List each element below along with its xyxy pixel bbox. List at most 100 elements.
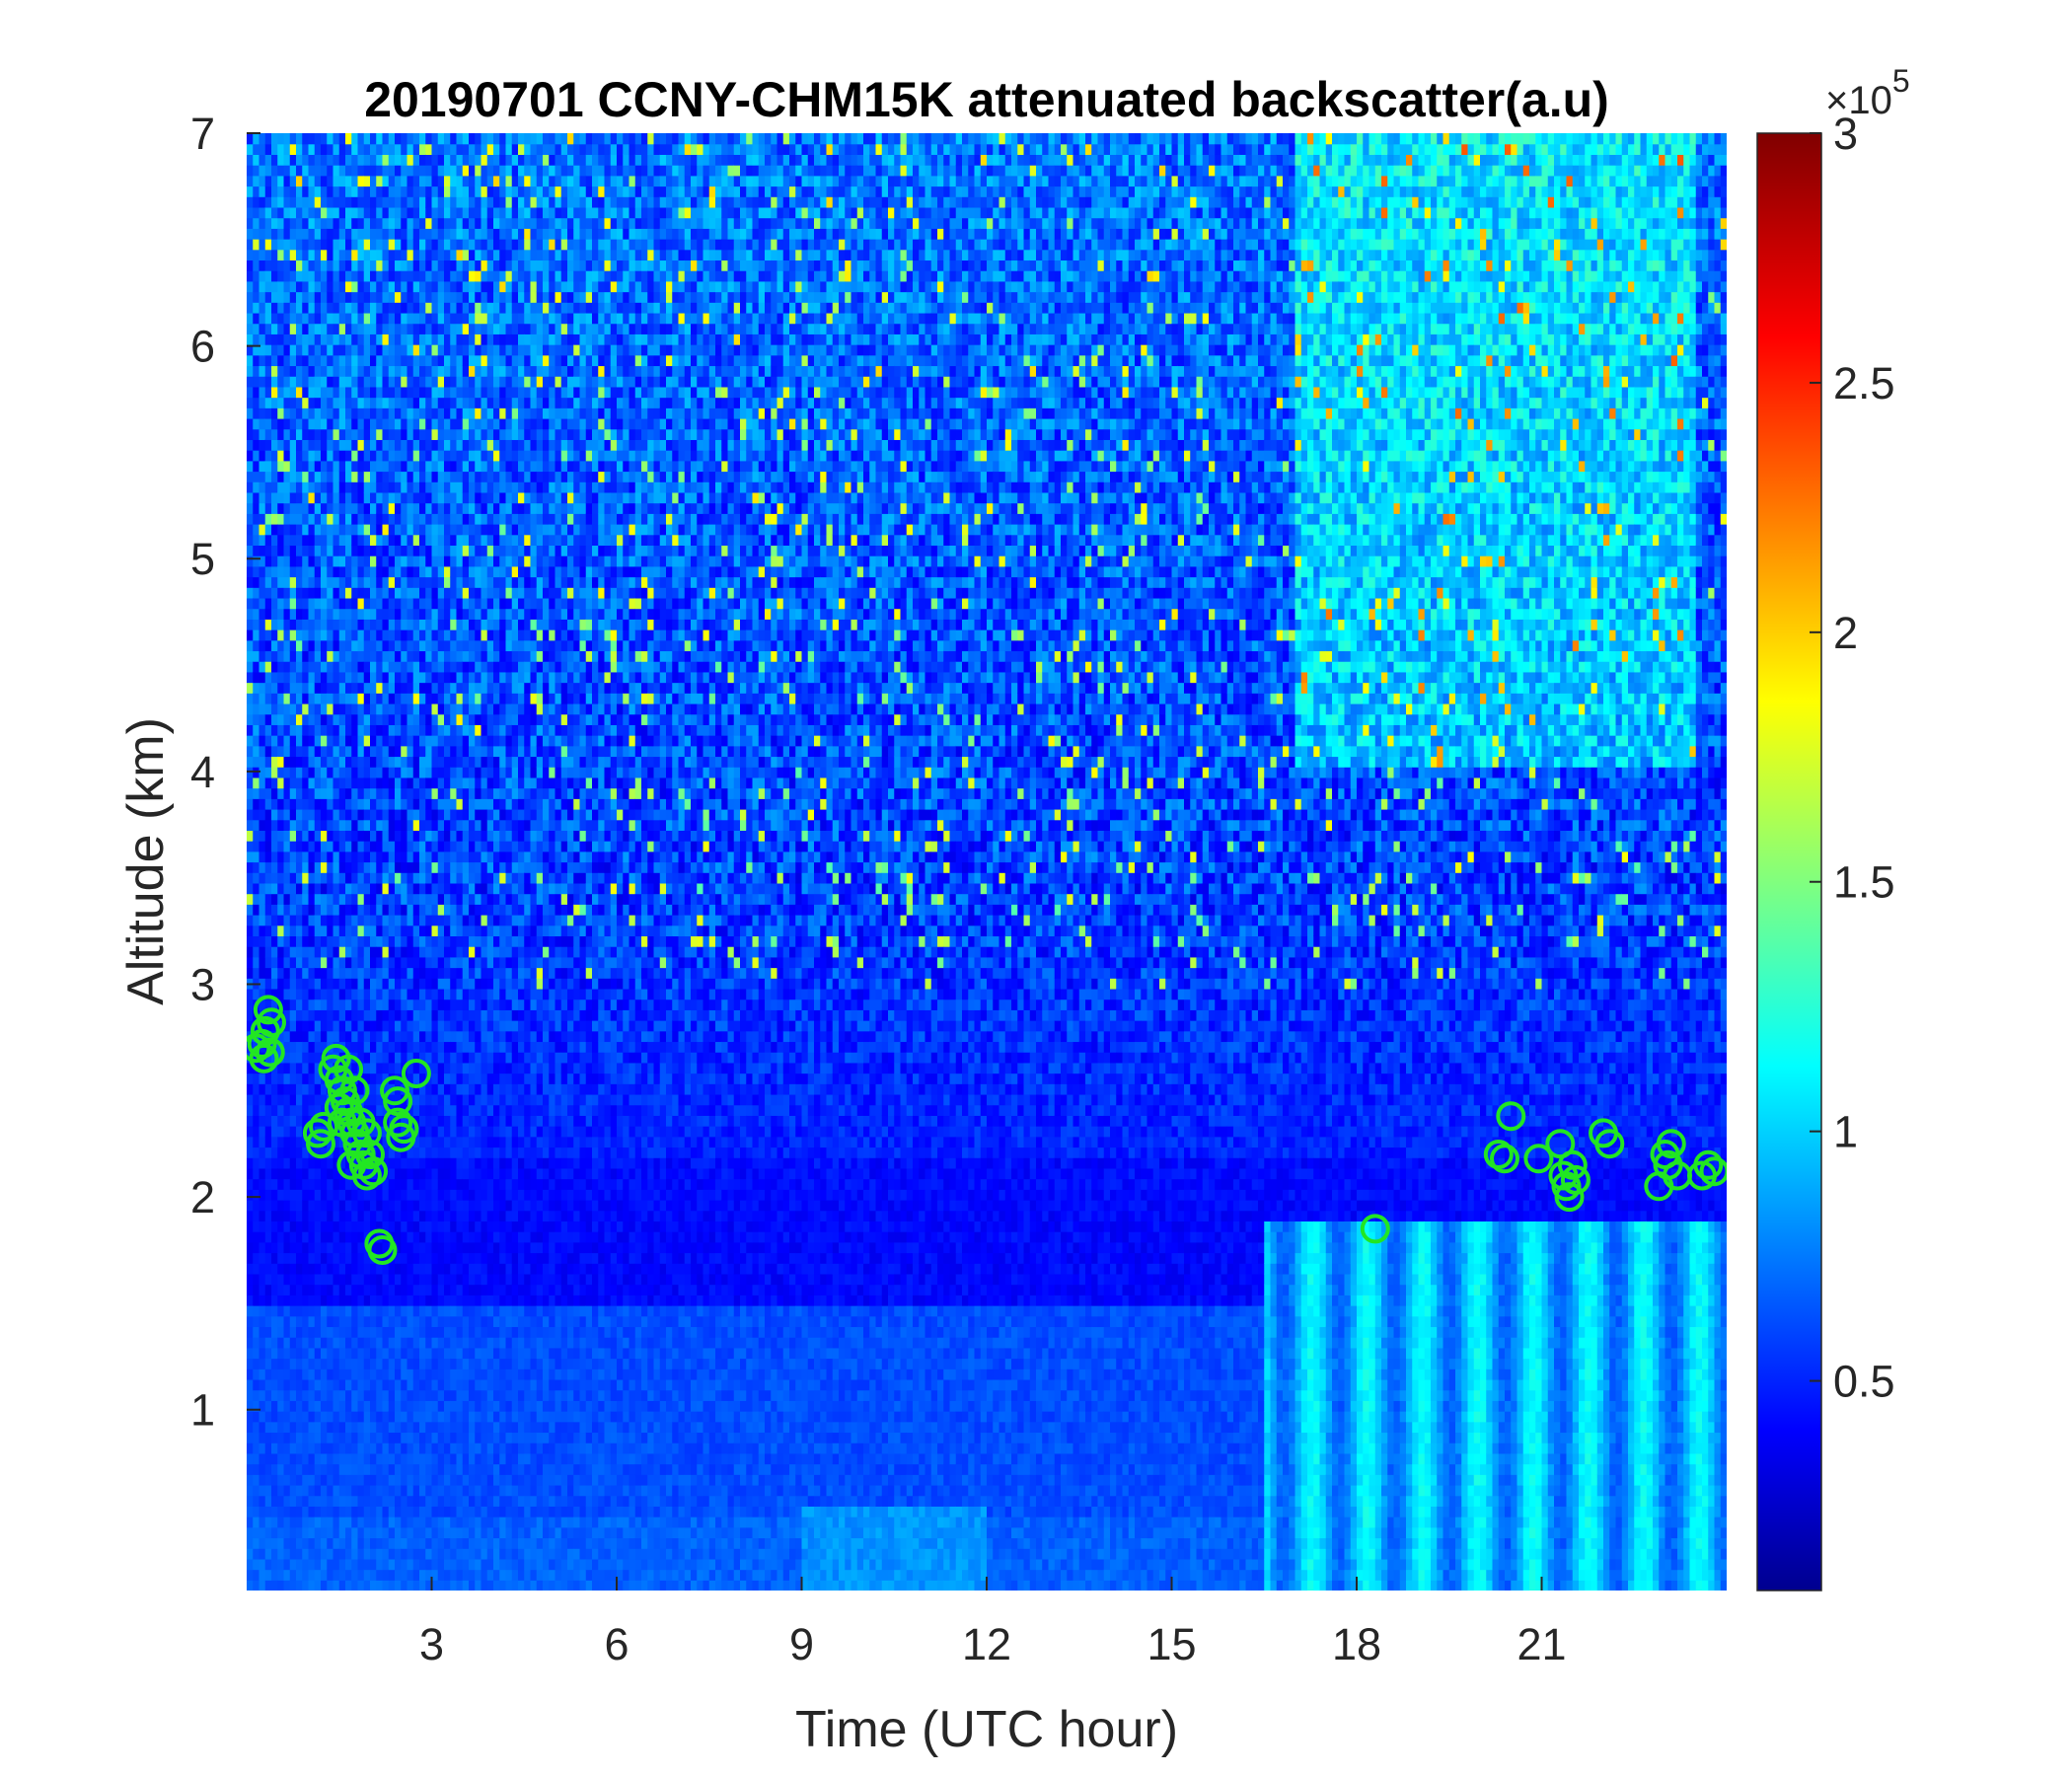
heatmap-cell xyxy=(419,218,426,229)
heatmap-cell xyxy=(265,450,272,461)
heatmap-cell xyxy=(370,577,377,588)
heatmap-cell xyxy=(321,883,328,894)
heatmap-cell xyxy=(302,270,309,281)
heatmap-cell xyxy=(395,481,402,492)
heatmap-cell xyxy=(327,788,333,799)
heatmap-cell xyxy=(296,830,303,841)
heatmap-cell xyxy=(425,587,432,598)
heatmap-cell xyxy=(358,830,365,841)
heatmap-cell xyxy=(333,207,340,218)
heatmap-cell xyxy=(333,1548,340,1559)
heatmap-cell xyxy=(419,577,426,588)
heatmap-cell xyxy=(358,1379,365,1390)
heatmap-cell xyxy=(351,355,358,366)
heatmap-cell xyxy=(425,957,432,968)
heatmap-cell xyxy=(450,629,457,640)
heatmap-cell xyxy=(259,1537,266,1548)
heatmap-cell xyxy=(321,324,328,334)
heatmap-cell xyxy=(290,524,297,535)
heatmap-cell xyxy=(351,798,358,809)
heatmap-cell xyxy=(309,978,316,989)
heatmap-cell xyxy=(376,1559,383,1570)
heatmap-cell xyxy=(265,1559,272,1570)
heatmap-cell xyxy=(444,524,451,535)
heatmap-cell xyxy=(364,1485,371,1496)
heatmap-cell xyxy=(364,946,371,957)
heatmap-cell xyxy=(364,407,371,418)
heatmap-cell xyxy=(309,492,316,503)
heatmap-cell xyxy=(253,714,259,725)
heatmap-cell xyxy=(265,1517,272,1527)
heatmap-cell xyxy=(345,915,352,925)
heatmap-cell xyxy=(277,915,284,925)
heatmap-cell xyxy=(302,228,309,239)
heatmap-cell xyxy=(253,830,259,841)
heatmap-cell xyxy=(259,302,266,313)
heatmap-cell xyxy=(253,756,259,767)
heatmap-cell xyxy=(389,1559,396,1570)
heatmap-cell xyxy=(364,1537,371,1548)
heatmap-cell xyxy=(370,1496,377,1507)
heatmap-cell xyxy=(290,313,297,324)
heatmap-cell xyxy=(419,1348,426,1359)
heatmap-cell xyxy=(265,683,272,694)
heatmap-cell xyxy=(265,1337,272,1348)
heatmap-cell xyxy=(339,239,346,250)
heatmap-cell xyxy=(247,1221,254,1231)
heatmap-cell xyxy=(364,1443,371,1453)
heatmap-cell xyxy=(327,1253,333,1264)
heatmap-cell xyxy=(247,1390,254,1401)
heatmap-cell xyxy=(277,1211,284,1221)
heatmap-cell xyxy=(271,904,278,915)
heatmap-cell xyxy=(351,777,358,788)
heatmap-cell xyxy=(364,1422,371,1433)
heatmap-cell xyxy=(419,1559,426,1570)
heatmap-cell xyxy=(309,333,316,344)
heatmap-cell xyxy=(407,1548,414,1559)
heatmap-cell xyxy=(364,894,371,905)
heatmap-cell xyxy=(413,1189,420,1200)
heatmap-cell xyxy=(364,1453,371,1464)
heatmap-cell xyxy=(315,978,322,989)
heatmap-cell xyxy=(265,535,272,546)
heatmap-cell xyxy=(438,1422,445,1433)
heatmap-cell xyxy=(370,609,377,620)
heatmap-cell xyxy=(444,133,451,144)
heatmap-cell xyxy=(302,186,309,197)
heatmap-cell xyxy=(383,1348,390,1359)
heatmap-cell xyxy=(383,133,390,144)
heatmap-cell xyxy=(247,176,254,186)
heatmap-cell xyxy=(413,894,420,905)
heatmap-cell xyxy=(444,946,451,957)
heatmap-cell xyxy=(444,1020,451,1031)
heatmap-cell xyxy=(265,724,272,735)
heatmap-cell xyxy=(358,333,365,344)
heatmap-cell xyxy=(438,324,445,334)
heatmap-cell xyxy=(389,566,396,577)
heatmap-cell xyxy=(345,989,352,999)
heatmap-cell xyxy=(271,968,278,979)
heatmap-cell xyxy=(321,904,328,915)
heatmap-cell xyxy=(296,1443,303,1453)
heatmap-cell xyxy=(351,1379,358,1390)
heatmap-cell xyxy=(370,207,377,218)
heatmap-cell xyxy=(277,355,284,366)
heatmap-cell xyxy=(376,196,383,207)
heatmap-cell xyxy=(425,683,432,694)
heatmap-cell xyxy=(290,1496,297,1507)
heatmap-cell xyxy=(333,387,340,398)
heatmap-cell xyxy=(444,1253,451,1264)
heatmap-cell xyxy=(277,1506,284,1517)
heatmap-cell xyxy=(271,566,278,577)
heatmap-cell xyxy=(327,270,333,281)
heatmap-cell xyxy=(327,862,333,873)
heatmap-cell xyxy=(389,714,396,725)
heatmap-cell xyxy=(290,650,297,661)
heatmap-cell xyxy=(277,365,284,376)
heatmap-cell xyxy=(438,398,445,408)
heatmap-cell xyxy=(413,176,420,186)
heatmap-cell xyxy=(315,672,322,683)
heatmap-cell xyxy=(259,471,266,481)
heatmap-cell xyxy=(444,344,451,355)
heatmap-cell xyxy=(315,650,322,661)
